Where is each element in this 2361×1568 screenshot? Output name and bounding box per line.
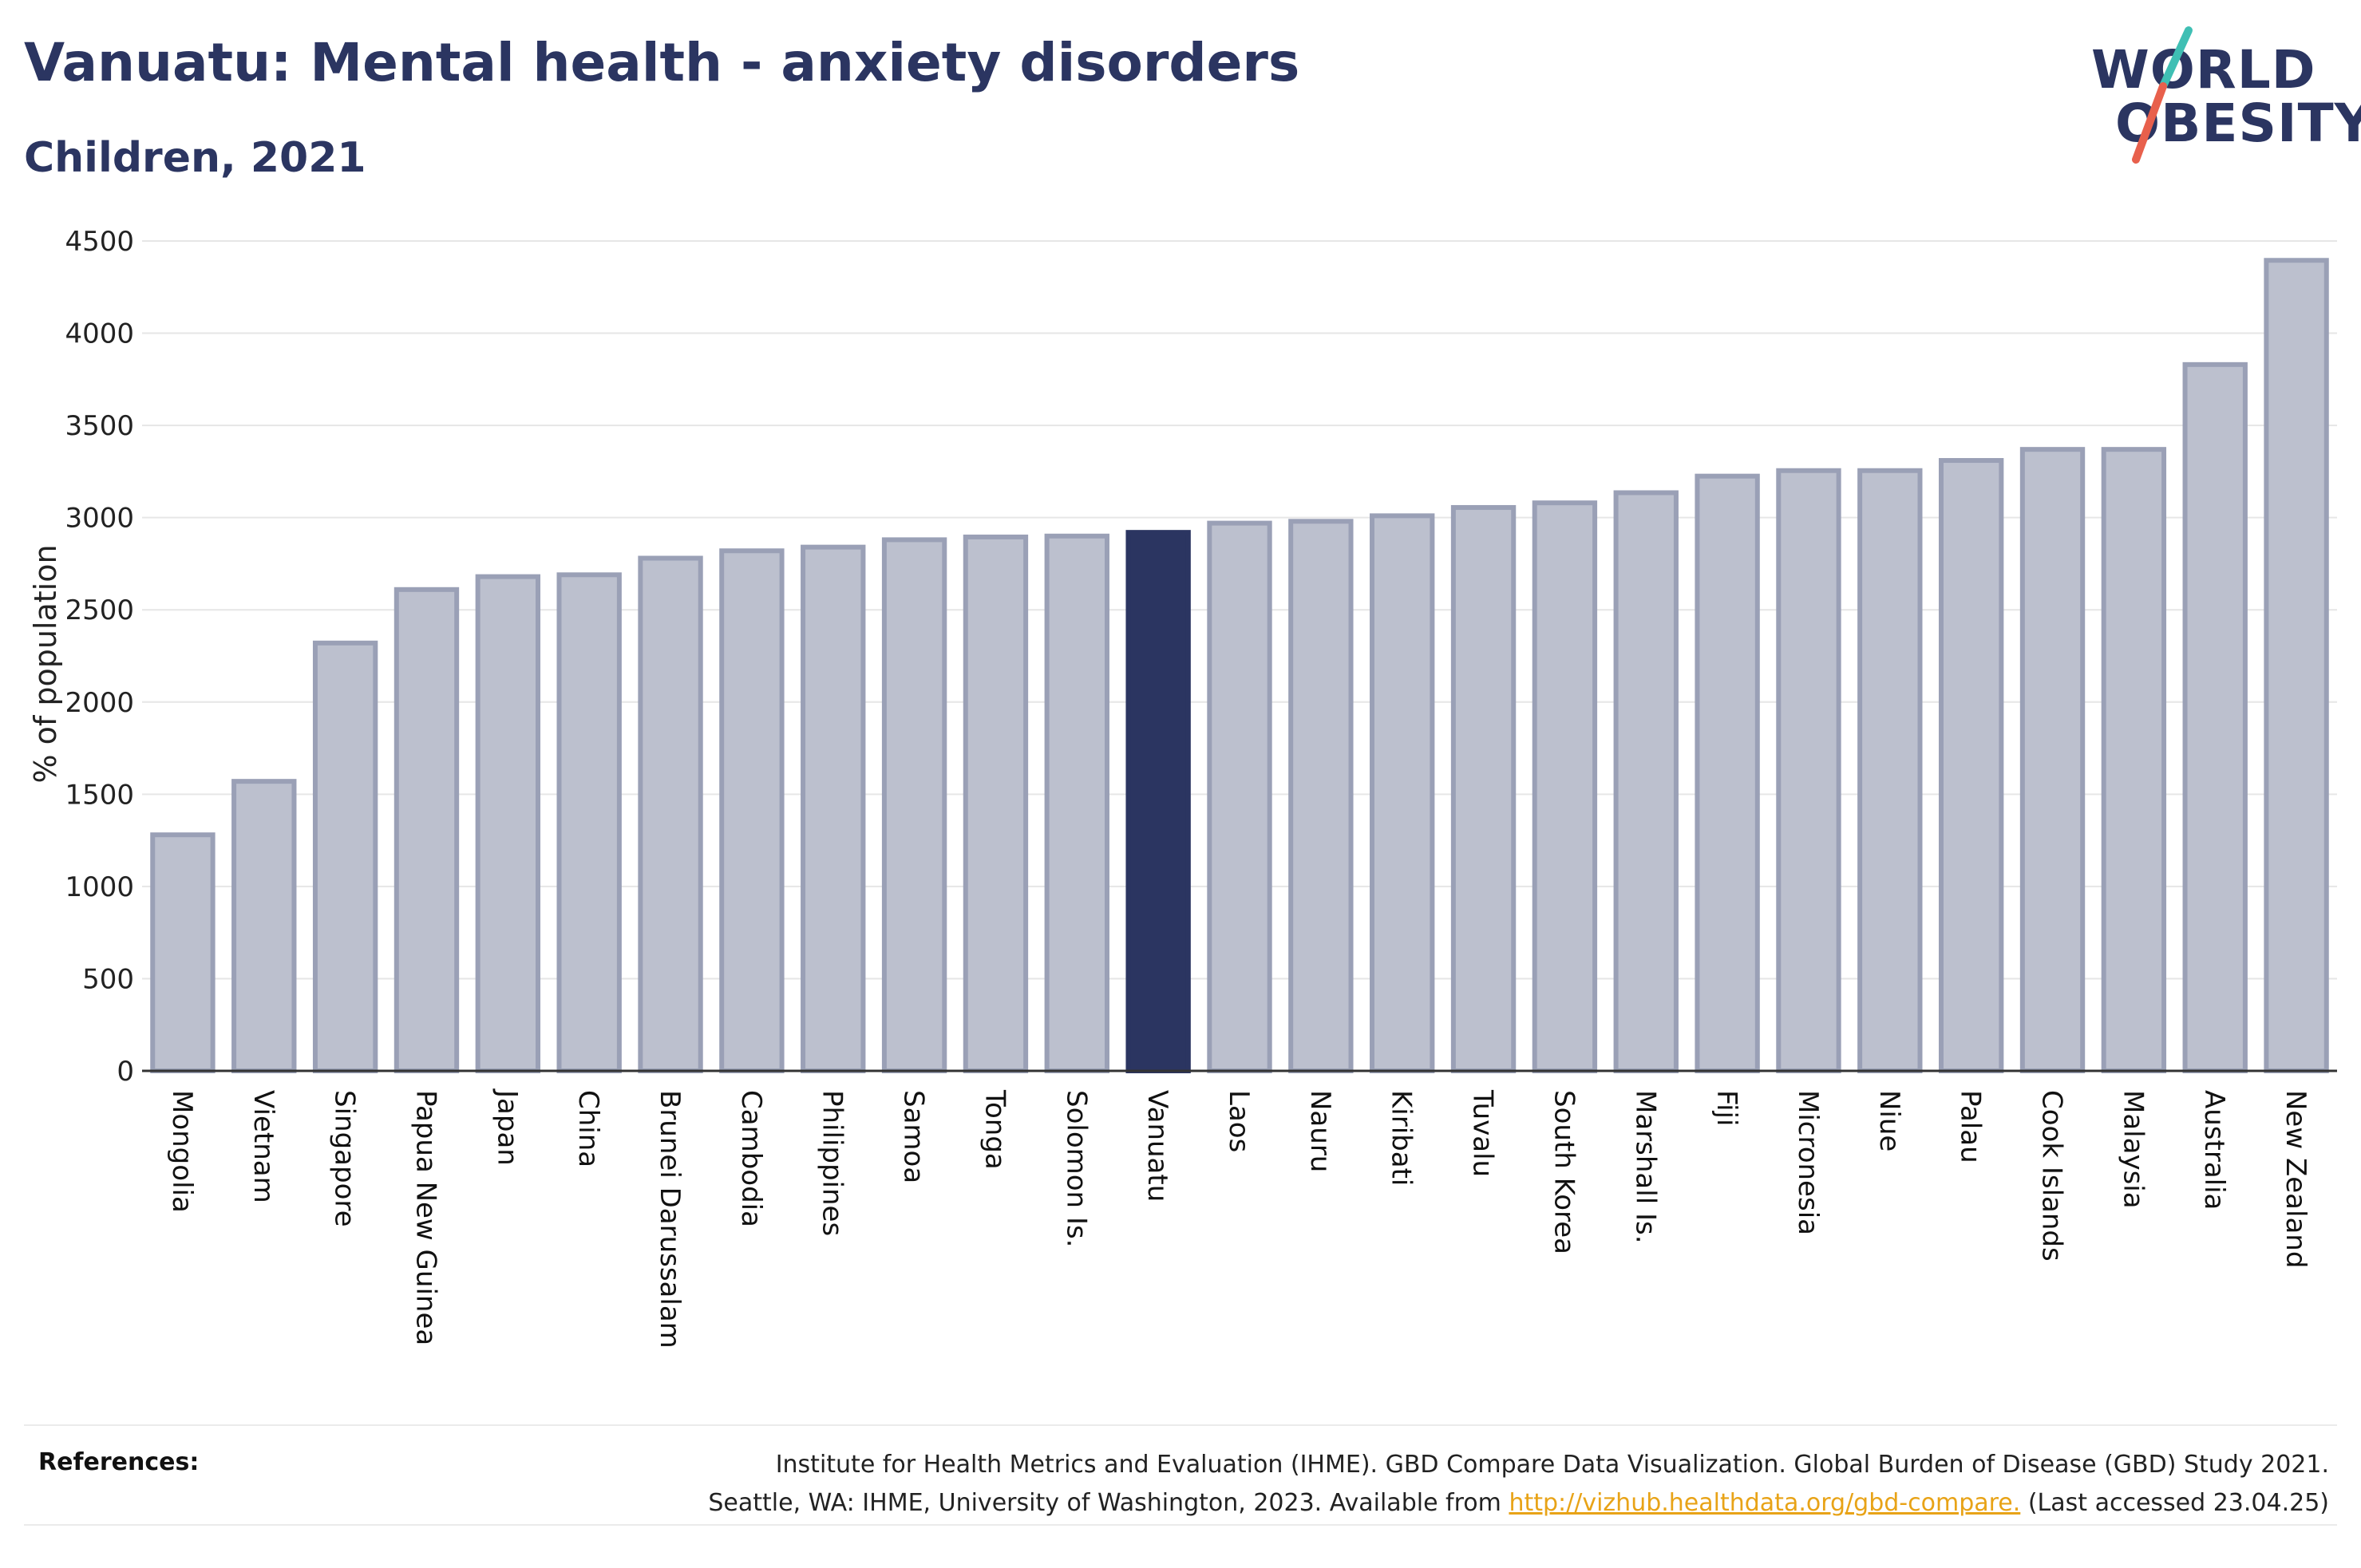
bar (801, 544, 866, 1073)
bar (1370, 513, 1435, 1073)
references-label: References: (38, 1448, 200, 1476)
x-tick-label: Micronesia (1792, 1090, 1824, 1235)
bar (1857, 468, 1923, 1073)
chart-title: Vanuatu: Mental health - anxiety disorde… (24, 32, 1300, 93)
bar (1288, 519, 1354, 1073)
y-tick-label: 500 (82, 963, 134, 995)
x-tick-label: Palau (1955, 1090, 1987, 1163)
bar (2019, 447, 2086, 1073)
bar (1450, 504, 1517, 1073)
bar (2264, 258, 2329, 1073)
y-tick-label: 1500 (65, 779, 134, 811)
x-tick-label: Fiji (1710, 1090, 1742, 1126)
bar (312, 640, 378, 1073)
y-tick-label: 4500 (65, 226, 134, 258)
x-tick-label: Cook Islands (2036, 1090, 2068, 1262)
x-tick-label: China (572, 1090, 604, 1167)
bar (2101, 447, 2167, 1073)
bar (394, 587, 460, 1073)
bar (1125, 530, 1191, 1073)
x-tick-label: Solomon Is. (1060, 1090, 1092, 1247)
bar (231, 779, 297, 1074)
bar (150, 832, 216, 1073)
x-tick-label: Philippines (817, 1090, 848, 1236)
x-tick-label: Mongolia (166, 1090, 198, 1213)
y-tick-label: 4000 (65, 318, 134, 350)
y-tick-label: 2500 (65, 594, 134, 626)
x-tick-label: Tuvalu (1467, 1089, 1499, 1177)
bar (1695, 473, 1760, 1073)
x-tick-label: Samoa (898, 1090, 930, 1183)
y-tick-label: 2000 (65, 687, 134, 719)
x-tick-label: South Korea (1548, 1090, 1580, 1254)
bar (1776, 468, 1841, 1073)
x-tick-label: Marshall Is. (1629, 1090, 1661, 1244)
x-tick-label: Cambodia (735, 1090, 767, 1227)
bar (963, 534, 1029, 1073)
bar (1613, 490, 1679, 1073)
y-tick-label: 0 (117, 1056, 134, 1088)
x-tick-label: New Zealand (2280, 1090, 2312, 1268)
references-divider-top (24, 1424, 2337, 1426)
x-tick-label: Japan (491, 1088, 523, 1166)
x-tick-label: Laos (1223, 1090, 1255, 1152)
bar (1044, 533, 1109, 1073)
bar (2182, 361, 2248, 1074)
x-tick-label: Vietnam (247, 1090, 279, 1203)
x-tick-label: Brunei Darussalam (654, 1090, 686, 1349)
x-tick-label: Nauru (1304, 1090, 1336, 1172)
x-tick-label: Malaysia (2117, 1090, 2149, 1209)
references-text: Institute for Health Metrics and Evaluat… (573, 1446, 2329, 1523)
y-tick-label: 1000 (65, 871, 134, 903)
bar (1938, 458, 2004, 1073)
x-tick-label: Tonga (979, 1089, 1010, 1170)
reference-line-1: Institute for Health Metrics and Evaluat… (775, 1451, 2329, 1479)
y-axis-label: % of population (28, 544, 63, 783)
x-tick-label: Kiribati (1386, 1090, 1418, 1186)
bar (556, 572, 622, 1073)
x-tick-label: Papua New Guinea (409, 1090, 441, 1345)
bar (638, 555, 703, 1073)
chart-subtitle: Children, 2021 (24, 134, 366, 182)
bar (475, 574, 541, 1073)
bar-chart: 0 500 1000 1500 2000 2500 3000 3500 4000 4500 % of… (28, 226, 2337, 1349)
x-tick-label: Australia (2198, 1090, 2230, 1210)
bar (719, 548, 785, 1073)
bar (881, 537, 947, 1073)
logo-slash-icon (2132, 26, 2193, 164)
bar (1532, 500, 1598, 1073)
x-tick-label: Singapore (329, 1090, 361, 1227)
reference-line-2-prefix: Seattle, WA: IHME, University of Washing… (708, 1489, 1501, 1517)
reference-line-2: Seattle, WA: IHME, University of Washing… (573, 1484, 2329, 1523)
y-tick-label: 3000 (65, 503, 134, 535)
y-tick-label: 3500 (65, 410, 134, 442)
bar (1207, 520, 1272, 1073)
world-obesity-logo: WORLD OBESITY (2075, 24, 2361, 168)
ihme-vizhub-link[interactable]: http://vizhub.healthdata.org/gbd-compare… (1509, 1489, 2021, 1517)
reference-line-2-suffix: (Last accessed 23.04.25) (2027, 1489, 2329, 1517)
x-tick-label: Vanuatu (1141, 1090, 1173, 1202)
x-tick-label: Niue (1873, 1090, 1905, 1151)
logo-text-world: WORLD (2091, 39, 2316, 101)
references-divider-bottom (24, 1524, 2337, 1526)
